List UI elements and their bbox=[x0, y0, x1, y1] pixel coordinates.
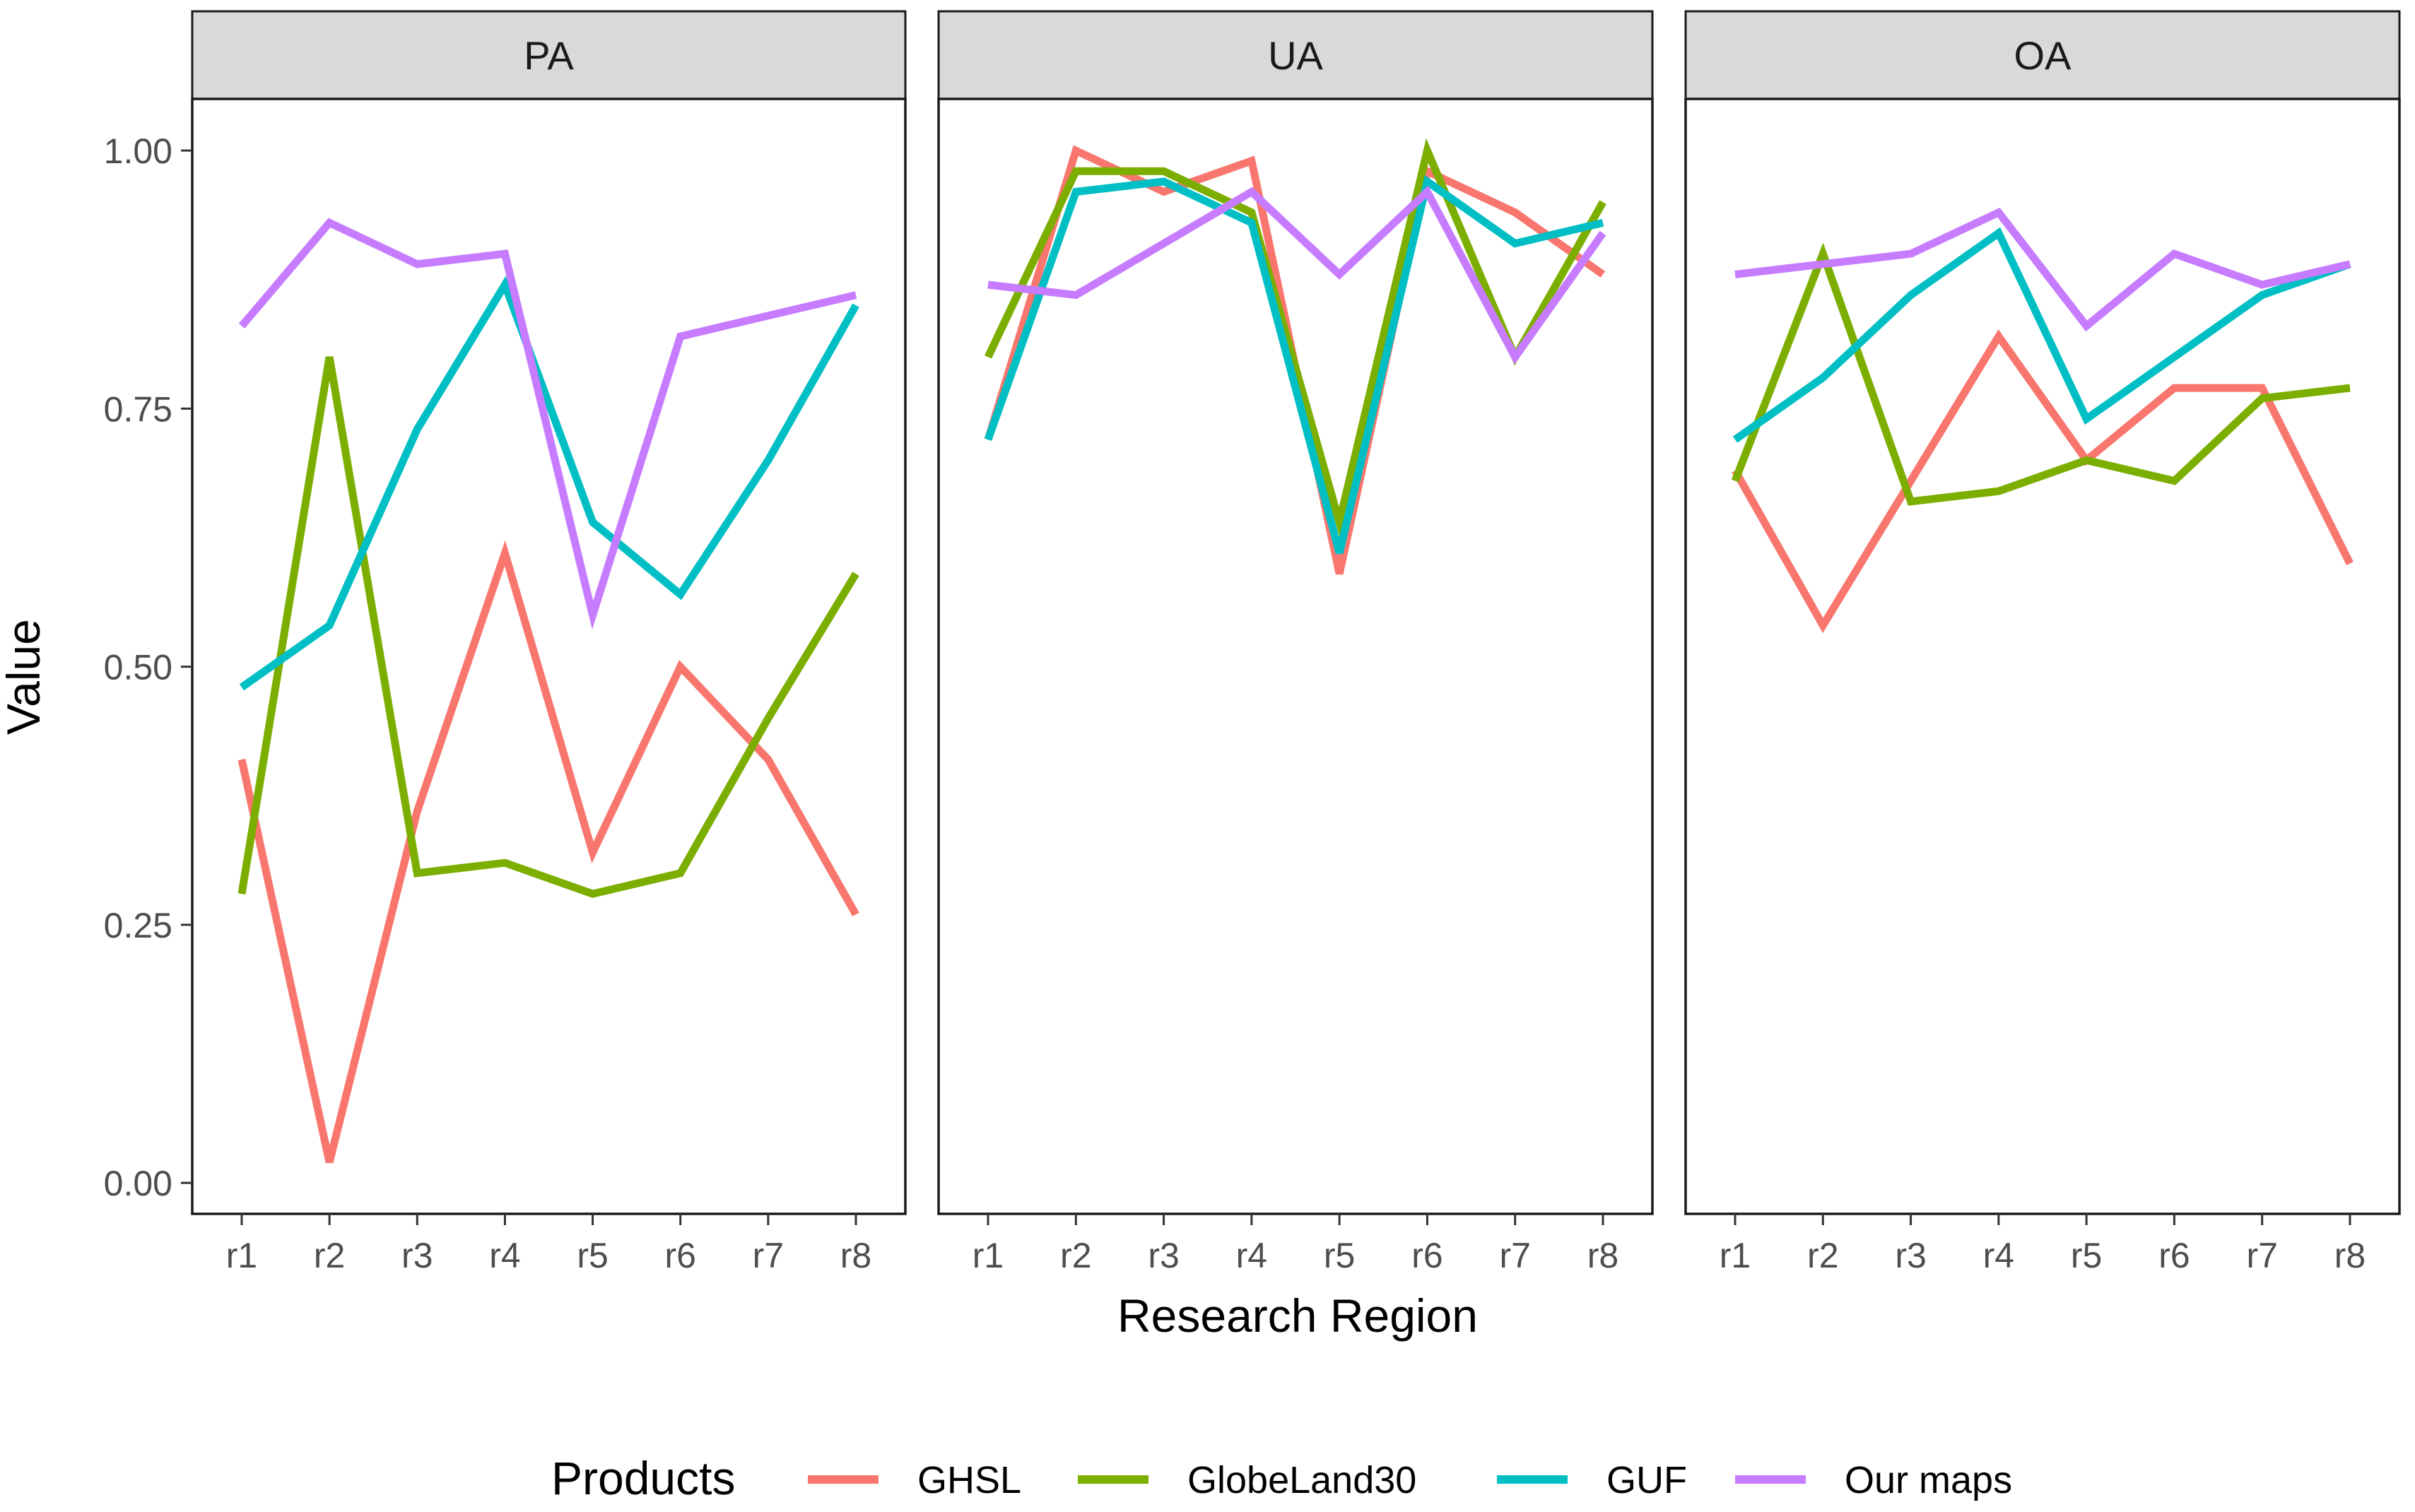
series-line-guf bbox=[984, 175, 1604, 555]
series-line-guf bbox=[1732, 227, 2351, 443]
series-line-ghsl bbox=[1732, 329, 2354, 634]
legend-label: GlobeLand30 bbox=[1187, 1459, 1416, 1501]
facet-strip-label: PA bbox=[524, 33, 574, 78]
legend-item-guf: GUF bbox=[1497, 1459, 1687, 1501]
facet-strip-label: UA bbox=[1268, 33, 1323, 78]
x-tick-label: r5 bbox=[1324, 1236, 1355, 1275]
series-line-our-maps bbox=[1734, 207, 2351, 332]
x-tick-label: r3 bbox=[1148, 1236, 1179, 1275]
x-axis-title: Research Region bbox=[1117, 1289, 1478, 1342]
facet-strip-label: OA bbox=[2014, 33, 2072, 78]
facet-strip bbox=[1684, 10, 2401, 100]
x-tick-label: r8 bbox=[1587, 1236, 1618, 1275]
y-tick-label: 0.25 bbox=[104, 906, 172, 945]
x-tick-label: r4 bbox=[489, 1236, 520, 1275]
x-tick-label: r1 bbox=[973, 1236, 1004, 1275]
x-tick-label: r6 bbox=[1411, 1236, 1442, 1275]
legend-label: GUF bbox=[1606, 1459, 1687, 1501]
x-tick-label: r2 bbox=[1060, 1236, 1091, 1275]
x-tick-label: r5 bbox=[2071, 1236, 2102, 1275]
facet-ua: UA r1 r2 r3 r4 r5 r6 r7 r8 bbox=[937, 10, 1654, 1275]
x-tick-label: r8 bbox=[840, 1236, 871, 1275]
x-tick-label: r4 bbox=[1236, 1236, 1267, 1275]
panel-border bbox=[191, 98, 907, 1215]
facet-panels: PA r1 r2 r3 r4 r5 r6 r7 r8 0.00 0.25 0.50 0.75 1.00 UA… bbox=[104, 10, 2401, 1275]
x-tick-label: r7 bbox=[1499, 1236, 1530, 1275]
x-tick-label: r7 bbox=[753, 1236, 784, 1275]
y-tick-label: 1.00 bbox=[104, 131, 172, 171]
x-tick-label: r6 bbox=[2158, 1236, 2190, 1275]
x-tick-label: r4 bbox=[1983, 1236, 2014, 1275]
x-tick-label: r5 bbox=[577, 1236, 608, 1275]
facet-strip bbox=[937, 10, 1654, 100]
legend-label: GHSL bbox=[917, 1459, 1021, 1501]
legend-item-ghsl: GHSL bbox=[808, 1459, 1021, 1501]
legend-item-our-maps: Our maps bbox=[1735, 1459, 2012, 1501]
legend: Products GHSL GlobeLand30 GUF Our maps bbox=[551, 1452, 2012, 1504]
x-tick-label: r7 bbox=[2246, 1236, 2277, 1275]
x-tick-label: r2 bbox=[1807, 1236, 1838, 1275]
facet-pa: PA r1 r2 r3 r4 r5 r6 r7 r8 0.00 0.25 0.50 0.75 1.00 bbox=[104, 10, 907, 1275]
x-tick-label: r3 bbox=[401, 1236, 433, 1275]
legend-item-globeland30: GlobeLand30 bbox=[1078, 1459, 1416, 1501]
legend-label: Our maps bbox=[1845, 1459, 2012, 1501]
y-axis-title: Value bbox=[0, 619, 49, 735]
y-tick-label: 0.75 bbox=[104, 389, 172, 429]
x-tick-label: r1 bbox=[1720, 1236, 1751, 1275]
panel-border bbox=[937, 98, 1654, 1215]
y-tick-label: 0.00 bbox=[104, 1164, 172, 1203]
series-line-ghsl bbox=[237, 540, 859, 1164]
x-tick-label: r1 bbox=[226, 1236, 257, 1275]
series-line-globeland30 bbox=[237, 356, 859, 898]
facet-oa: OA r1 r2 r3 r4 r5 r6 r7 r8 bbox=[1684, 10, 2401, 1275]
x-tick-label: r3 bbox=[1895, 1236, 1926, 1275]
series-line-our-maps bbox=[987, 185, 1606, 365]
facet-strip bbox=[191, 10, 907, 100]
legend-items: GHSL GlobeLand30 GUF Our maps bbox=[808, 1459, 2012, 1501]
series-line-our-maps bbox=[238, 218, 857, 630]
y-tick-label: 0.50 bbox=[104, 648, 172, 687]
x-tick-label: r6 bbox=[664, 1236, 695, 1275]
series-line-globeland30 bbox=[1731, 242, 2351, 506]
legend-title: Products bbox=[551, 1452, 735, 1504]
series-line-guf bbox=[239, 276, 859, 691]
panel-border bbox=[1684, 98, 2401, 1215]
x-tick-label: r8 bbox=[2334, 1236, 2366, 1275]
x-tick-label: r2 bbox=[314, 1236, 345, 1275]
